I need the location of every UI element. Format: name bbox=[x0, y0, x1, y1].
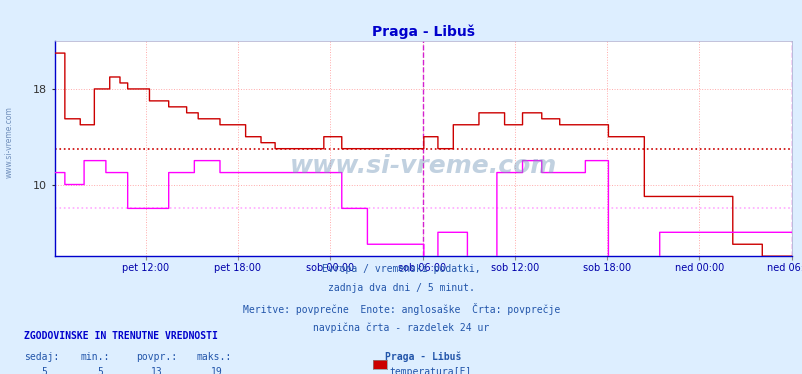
Text: Evropa / vremenski podatki,: Evropa / vremenski podatki, bbox=[322, 264, 480, 274]
Text: min.:: min.: bbox=[80, 352, 110, 362]
Text: 19: 19 bbox=[211, 367, 222, 374]
Text: 5: 5 bbox=[97, 367, 103, 374]
Text: ZGODOVINSKE IN TRENUTNE VREDNOSTI: ZGODOVINSKE IN TRENUTNE VREDNOSTI bbox=[24, 331, 217, 341]
Title: Praga - Libuš: Praga - Libuš bbox=[371, 24, 474, 39]
Text: navpična črta - razdelek 24 ur: navpična črta - razdelek 24 ur bbox=[313, 322, 489, 332]
Text: zadnja dva dni / 5 minut.: zadnja dva dni / 5 minut. bbox=[328, 283, 474, 293]
Text: povpr.:: povpr.: bbox=[136, 352, 177, 362]
Text: temperatura[F]: temperatura[F] bbox=[389, 367, 471, 374]
Text: 13: 13 bbox=[151, 367, 162, 374]
Text: Meritve: povprečne  Enote: anglosaške  Črta: povprečje: Meritve: povprečne Enote: anglosaške Črt… bbox=[242, 303, 560, 315]
Text: maks.:: maks.: bbox=[196, 352, 232, 362]
Text: sedaj:: sedaj: bbox=[24, 352, 59, 362]
Text: www.si-vreme.com: www.si-vreme.com bbox=[5, 106, 14, 178]
Text: Praga - Libuš: Praga - Libuš bbox=[385, 352, 461, 362]
Text: 5: 5 bbox=[41, 367, 47, 374]
Text: www.si-vreme.com: www.si-vreme.com bbox=[290, 154, 556, 178]
